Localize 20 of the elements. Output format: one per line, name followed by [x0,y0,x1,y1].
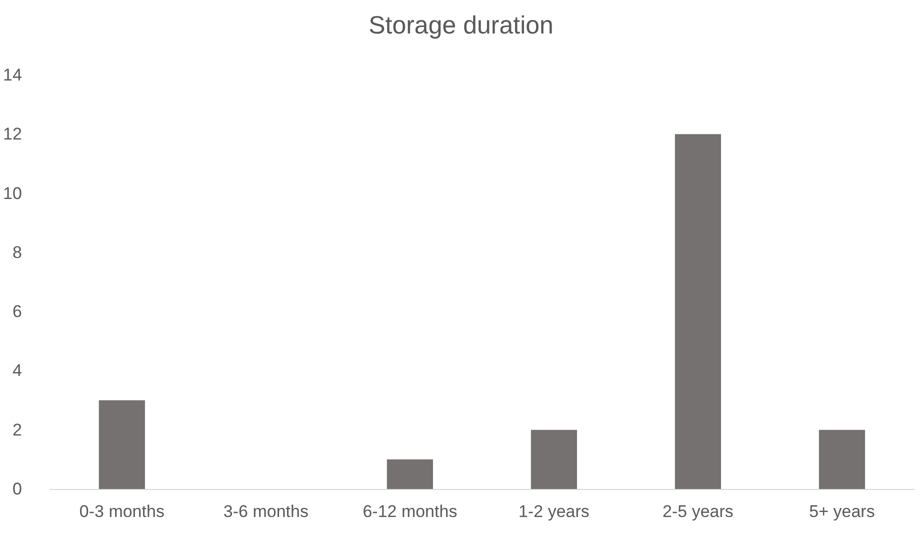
y-tick-label: 2 [12,420,22,440]
x-tick-label: 2-5 years [662,502,734,521]
y-tick-label: 12 [2,124,22,144]
y-tick-label: 14 [2,66,22,84]
y-tick-label: 10 [2,184,22,203]
y-tick-label: 0 [12,480,22,498]
y-tick-label: 8 [12,242,22,262]
bar [98,400,145,489]
x-tick-label: 0-3 months [79,502,164,521]
x-tick-label: 5+ years [809,502,875,521]
x-tick-label: 3-6 months [223,502,308,521]
bar [818,430,866,489]
bar [530,430,578,489]
x-tick-label: 6-12 months [362,502,458,521]
y-tick-label: 4 [12,361,22,380]
bar [386,459,433,489]
y-tick-label: 6 [12,302,22,322]
chart-title: Storage duration [368,12,554,40]
x-tick-label: 1-2 years [518,502,590,521]
bar [674,134,722,489]
